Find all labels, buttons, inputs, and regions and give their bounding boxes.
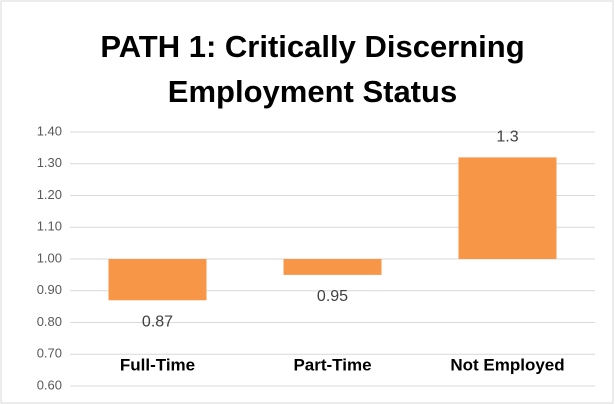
y-tick-label: 1.40 xyxy=(37,123,62,138)
x-tick-label: Not Employed xyxy=(450,355,564,374)
y-tick-label: 1.00 xyxy=(37,250,62,265)
y-tick-label: 1.20 xyxy=(37,187,62,202)
y-tick-label: 0.90 xyxy=(37,282,62,297)
chart-title: PATH 1: Critically Discerning Employment… xyxy=(100,29,525,109)
y-tick-label: 0.60 xyxy=(37,377,62,392)
value-label: 1.3 xyxy=(496,129,518,146)
y-tick-label: 1.30 xyxy=(37,155,62,170)
bar xyxy=(108,259,207,301)
value-label: 0.95 xyxy=(317,288,348,305)
x-tick-label: Full-Time xyxy=(120,355,195,374)
value-label: 0.87 xyxy=(142,313,173,330)
y-tick-label: 1.10 xyxy=(37,219,62,234)
y-tick-label: 0.80 xyxy=(37,314,62,329)
bar xyxy=(458,157,557,259)
x-tick-label: Part-Time xyxy=(293,355,371,374)
bar xyxy=(283,259,382,275)
y-tick-label: 0.70 xyxy=(37,346,62,361)
